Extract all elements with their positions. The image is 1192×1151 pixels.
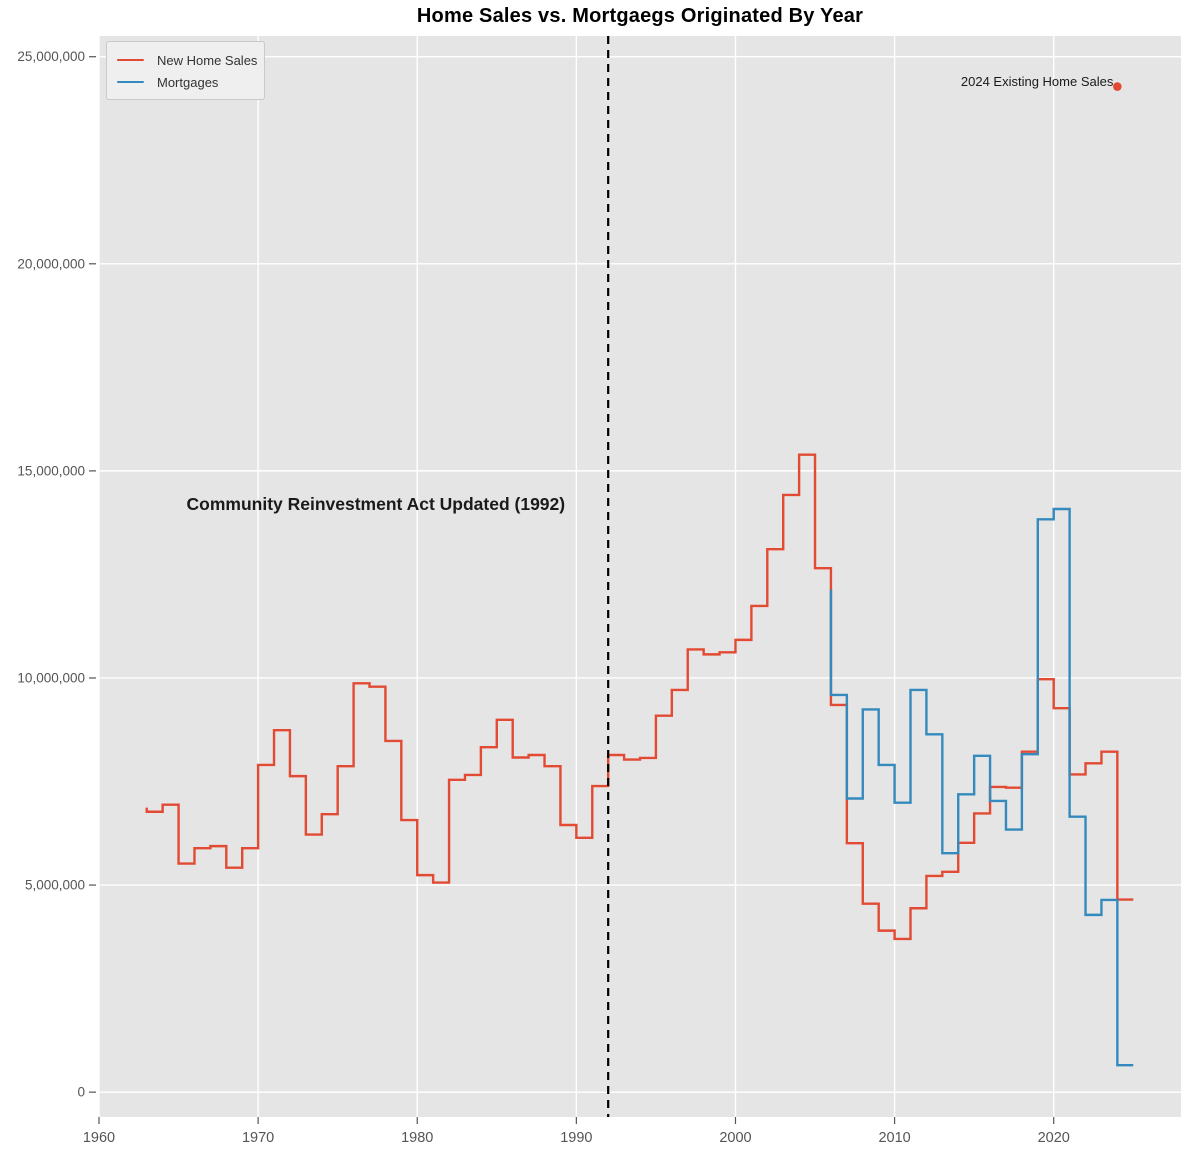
x-tick-label: 1960 — [83, 1130, 115, 1146]
series-mortgages-line — [829, 507, 1134, 1067]
x-tick-label: 1980 — [401, 1130, 433, 1146]
y-tick-label: 25,000,000 — [17, 49, 85, 64]
annotation-2024-existing-home-sales: 2024 Existing Home Sales — [960, 73, 1114, 89]
legend-swatch-mortgages — [117, 80, 144, 84]
y-tick-label: 10,000,000 — [17, 670, 85, 685]
y-tick-label: 15,000,000 — [17, 463, 85, 478]
legend-swatch-new-home-sales — [117, 58, 144, 62]
annotation-cra-event: Community Reinvestment Act Updated (1992… — [186, 493, 566, 514]
legend: New Home Sales Mortgages — [106, 41, 265, 100]
y-tick-label: 20,000,000 — [17, 256, 85, 271]
chart-title: Home Sales vs. Mortgaegs Originated By Y… — [416, 5, 864, 27]
y-tick-label: 0 — [77, 1085, 85, 1100]
existing-home-sales-2024-marker — [1113, 82, 1122, 91]
legend-item-mortgages: Mortgages — [117, 71, 254, 93]
x-tick-label: 2000 — [719, 1130, 751, 1146]
legend-label-new-home-sales: New Home Sales — [157, 52, 258, 68]
series-new-home-sales-line — [145, 453, 1134, 941]
x-tick-label: 1970 — [242, 1130, 274, 1146]
legend-label-mortgages: Mortgages — [157, 74, 219, 90]
x-tick-label: 2010 — [878, 1130, 910, 1146]
x-tick-label: 2020 — [1038, 1130, 1070, 1146]
plot-background — [99, 36, 1181, 1117]
x-tick-label: 1990 — [560, 1130, 592, 1146]
y-tick-label: 5,000,000 — [25, 878, 85, 893]
legend-item-new-home-sales: New Home Sales — [117, 49, 258, 71]
